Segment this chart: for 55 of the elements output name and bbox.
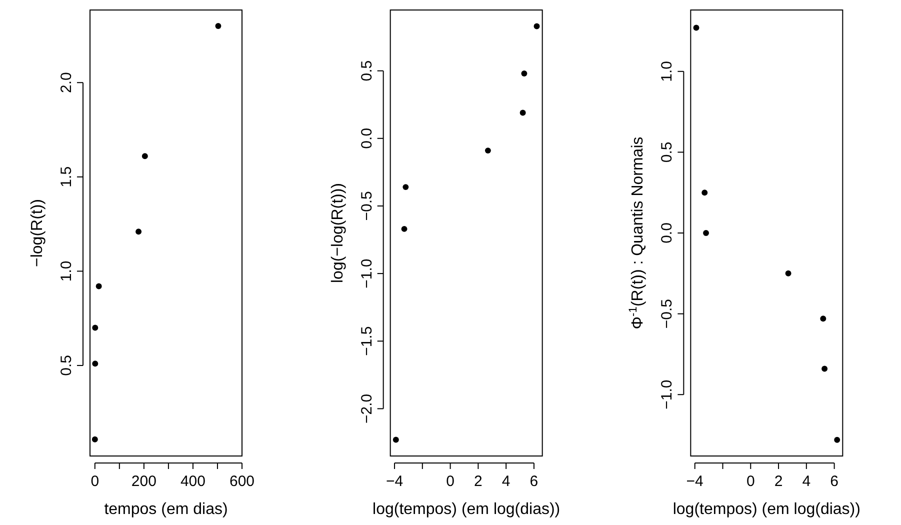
x-tick-label: 2 xyxy=(774,473,783,490)
y-tick-label: 0.0 xyxy=(358,128,376,149)
y-tick-label: 1.0 xyxy=(58,260,75,282)
x-tick-label: 4 xyxy=(502,473,510,490)
point xyxy=(92,436,98,442)
y-tick-label: 1.0 xyxy=(658,60,676,82)
x-tick-label: −4 xyxy=(686,473,704,490)
x-tick-label: 600 xyxy=(229,473,255,490)
x-axis-title: log(tempos) (em log(dias)) xyxy=(672,501,860,518)
point xyxy=(521,70,528,76)
point xyxy=(785,270,792,276)
y-tick-label: 1.5 xyxy=(58,166,75,188)
y-tick-label: −0.5 xyxy=(658,298,676,329)
point xyxy=(142,153,148,160)
point xyxy=(703,230,709,236)
x-tick-label: 200 xyxy=(131,473,156,490)
y-tick-label: −1.0 xyxy=(658,380,676,410)
point xyxy=(702,190,708,196)
point xyxy=(402,184,409,190)
point xyxy=(820,316,826,322)
y-tick-label: −1.0 xyxy=(358,258,376,288)
point xyxy=(96,283,102,290)
point xyxy=(92,324,98,331)
y-tick-label: −1.5 xyxy=(358,326,376,356)
point xyxy=(484,148,491,154)
y-axis-title: −log(R(t)) xyxy=(29,198,46,268)
x-tick-label: 2 xyxy=(474,473,482,490)
point xyxy=(136,228,142,235)
y-tick-label: 0.5 xyxy=(58,355,75,376)
y-tick-label: −2.0 xyxy=(358,394,376,424)
x-tick-label: −4 xyxy=(386,473,404,490)
x-tick-label: 6 xyxy=(830,473,838,490)
x-axis-title: tempos (em dias) xyxy=(104,501,228,518)
point xyxy=(534,23,540,30)
point xyxy=(822,366,828,372)
point xyxy=(215,23,222,30)
point xyxy=(392,436,399,443)
x-tick-label: 4 xyxy=(802,473,811,490)
point xyxy=(92,360,98,367)
point xyxy=(401,226,408,232)
x-tick-label: 0 xyxy=(446,473,454,490)
x-tick-label: 400 xyxy=(180,473,206,490)
point xyxy=(834,436,840,443)
x-tick-label: 0 xyxy=(90,473,100,490)
x-axis-title: log(tempos) (em log(dias)) xyxy=(372,501,560,518)
y-tick-label: 0.0 xyxy=(658,222,676,244)
y-tick-label: −0.5 xyxy=(358,191,376,221)
point xyxy=(520,110,526,116)
y-tick-label: 0.5 xyxy=(358,60,376,82)
y-tick-label: 0.5 xyxy=(658,142,676,163)
x-tick-label: 0 xyxy=(746,473,755,490)
y-tick-label: 2.0 xyxy=(58,72,75,94)
x-tick-label: 6 xyxy=(530,473,538,490)
point xyxy=(693,24,700,31)
y-axis-title: log(−log(R(t))) xyxy=(329,182,346,284)
